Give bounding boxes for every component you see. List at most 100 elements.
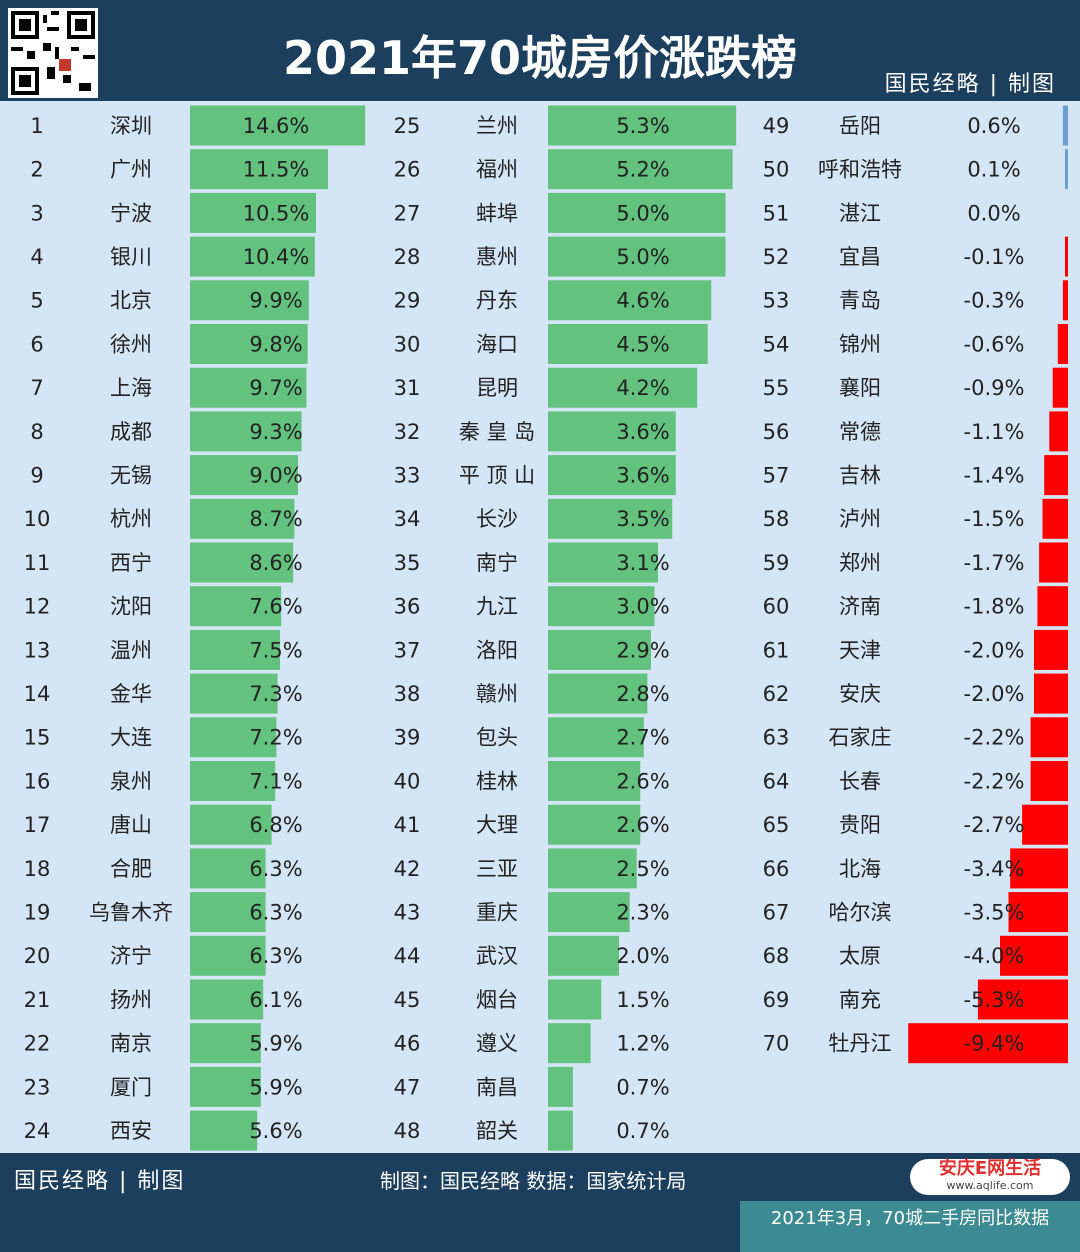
bar bbox=[190, 935, 266, 976]
rank-label: 56 bbox=[763, 420, 790, 444]
bar bbox=[548, 367, 698, 408]
city-label: 贵阳 bbox=[839, 813, 881, 837]
bar bbox=[190, 586, 282, 627]
site-logo-url: www.aqlife.com bbox=[946, 1179, 1034, 1192]
bar bbox=[548, 935, 619, 976]
value-label: 0.0% bbox=[967, 201, 1020, 225]
value-label: 2.3% bbox=[616, 900, 669, 924]
bar bbox=[190, 673, 278, 714]
page-title: 2021年70城房价涨跌榜 bbox=[282, 31, 798, 85]
bar bbox=[190, 105, 366, 146]
city-label: 金华 bbox=[110, 682, 152, 706]
city-label: 成都 bbox=[110, 420, 152, 444]
value-label: -0.6% bbox=[964, 332, 1025, 356]
rank-label: 49 bbox=[763, 114, 790, 138]
value-label: 2.6% bbox=[616, 813, 669, 837]
rank-label: 48 bbox=[394, 1119, 421, 1143]
value-label: 5.0% bbox=[616, 245, 669, 269]
rank-label: 69 bbox=[763, 988, 790, 1012]
city-label: 大理 bbox=[476, 813, 518, 837]
value-label: 5.9% bbox=[249, 1075, 302, 1099]
rank-label: 25 bbox=[394, 114, 421, 138]
rank-label: 27 bbox=[394, 201, 421, 225]
bar bbox=[190, 542, 294, 583]
city-label: 长沙 bbox=[476, 507, 518, 531]
bar bbox=[190, 1110, 258, 1151]
rank-label: 14 bbox=[24, 682, 51, 706]
city-label: 乌鲁木齐 bbox=[89, 900, 173, 924]
qr-code-icon bbox=[11, 11, 95, 95]
rank-label: 62 bbox=[763, 682, 790, 706]
value-label: 4.5% bbox=[616, 332, 669, 356]
rank-label: 8 bbox=[30, 420, 43, 444]
rank-label: 2 bbox=[30, 158, 43, 182]
rank-label: 59 bbox=[763, 551, 790, 575]
city-label: 重庆 bbox=[476, 900, 518, 924]
note-line-2: 2021年3月，70城二手房同比数据 bbox=[770, 1208, 1050, 1229]
value-label: 2.6% bbox=[616, 769, 669, 793]
bar bbox=[548, 804, 641, 845]
rank-label: 58 bbox=[763, 507, 790, 531]
value-label: 1.2% bbox=[616, 1032, 669, 1056]
city-label: 深圳 bbox=[110, 114, 152, 138]
city-label: 长春 bbox=[839, 769, 881, 793]
city-label: 牡丹江 bbox=[829, 1032, 892, 1056]
city-label: 合肥 bbox=[110, 857, 152, 881]
rank-label: 9 bbox=[30, 463, 43, 487]
bar bbox=[190, 717, 277, 758]
city-label: 桂林 bbox=[476, 769, 518, 793]
rank-label: 44 bbox=[394, 944, 421, 968]
city-label: 宁波 bbox=[110, 201, 152, 225]
value-label: 0.1% bbox=[967, 158, 1020, 182]
bar bbox=[190, 367, 307, 408]
rank-label: 70 bbox=[763, 1032, 790, 1056]
rank-label: 46 bbox=[394, 1032, 421, 1056]
rank-label: 36 bbox=[394, 595, 421, 619]
bar bbox=[1057, 324, 1068, 364]
rank-label: 4 bbox=[30, 245, 43, 269]
value-label: 3.6% bbox=[616, 420, 669, 444]
value-label: 10.4% bbox=[243, 245, 310, 269]
value-label: 1.5% bbox=[616, 988, 669, 1012]
bar bbox=[1049, 411, 1068, 452]
rank-label: 52 bbox=[763, 245, 790, 269]
bar bbox=[548, 542, 659, 583]
value-label: -4.0% bbox=[964, 944, 1025, 968]
city-label: 厦门 bbox=[110, 1075, 152, 1099]
bar bbox=[190, 892, 266, 933]
value-label: 7.6% bbox=[249, 595, 302, 619]
value-label: -1.4% bbox=[964, 463, 1025, 487]
city-label: 武汉 bbox=[476, 944, 518, 968]
city-label: 韶关 bbox=[476, 1119, 518, 1143]
value-label: 2.9% bbox=[616, 638, 669, 662]
bar bbox=[548, 1023, 591, 1064]
footer-credit: 制图：国民经略 数据：国家统计局 bbox=[380, 1169, 687, 1193]
bar bbox=[1065, 236, 1068, 277]
value-label: 5.2% bbox=[616, 158, 669, 182]
bar bbox=[190, 848, 266, 889]
rank-label: 15 bbox=[24, 726, 51, 750]
value-label: -1.8% bbox=[964, 595, 1025, 619]
value-label: 11.5% bbox=[243, 158, 310, 182]
value-label: 6.3% bbox=[249, 944, 302, 968]
value-label: 3.5% bbox=[616, 507, 669, 531]
rank-label: 47 bbox=[394, 1075, 421, 1099]
rank-label: 51 bbox=[763, 201, 790, 225]
rank-label: 21 bbox=[24, 988, 51, 1012]
value-label: 0.7% bbox=[616, 1119, 669, 1143]
bar bbox=[908, 1023, 1068, 1064]
rank-label: 35 bbox=[394, 551, 421, 575]
bar bbox=[190, 149, 328, 190]
bar bbox=[548, 236, 726, 277]
value-label: -0.3% bbox=[964, 289, 1025, 313]
header: 2021年70城房价涨跌榜 国民经略 | 制图 bbox=[0, 0, 1080, 100]
value-label: 4.6% bbox=[616, 289, 669, 313]
rank-label: 40 bbox=[394, 769, 421, 793]
value-label: -0.1% bbox=[964, 245, 1025, 269]
bar bbox=[548, 455, 676, 496]
value-label: 0.7% bbox=[616, 1075, 669, 1099]
bar bbox=[1030, 761, 1068, 801]
value-label: 2.7% bbox=[616, 726, 669, 750]
city-label: 惠州 bbox=[476, 245, 518, 269]
value-label: 14.6% bbox=[243, 114, 310, 138]
